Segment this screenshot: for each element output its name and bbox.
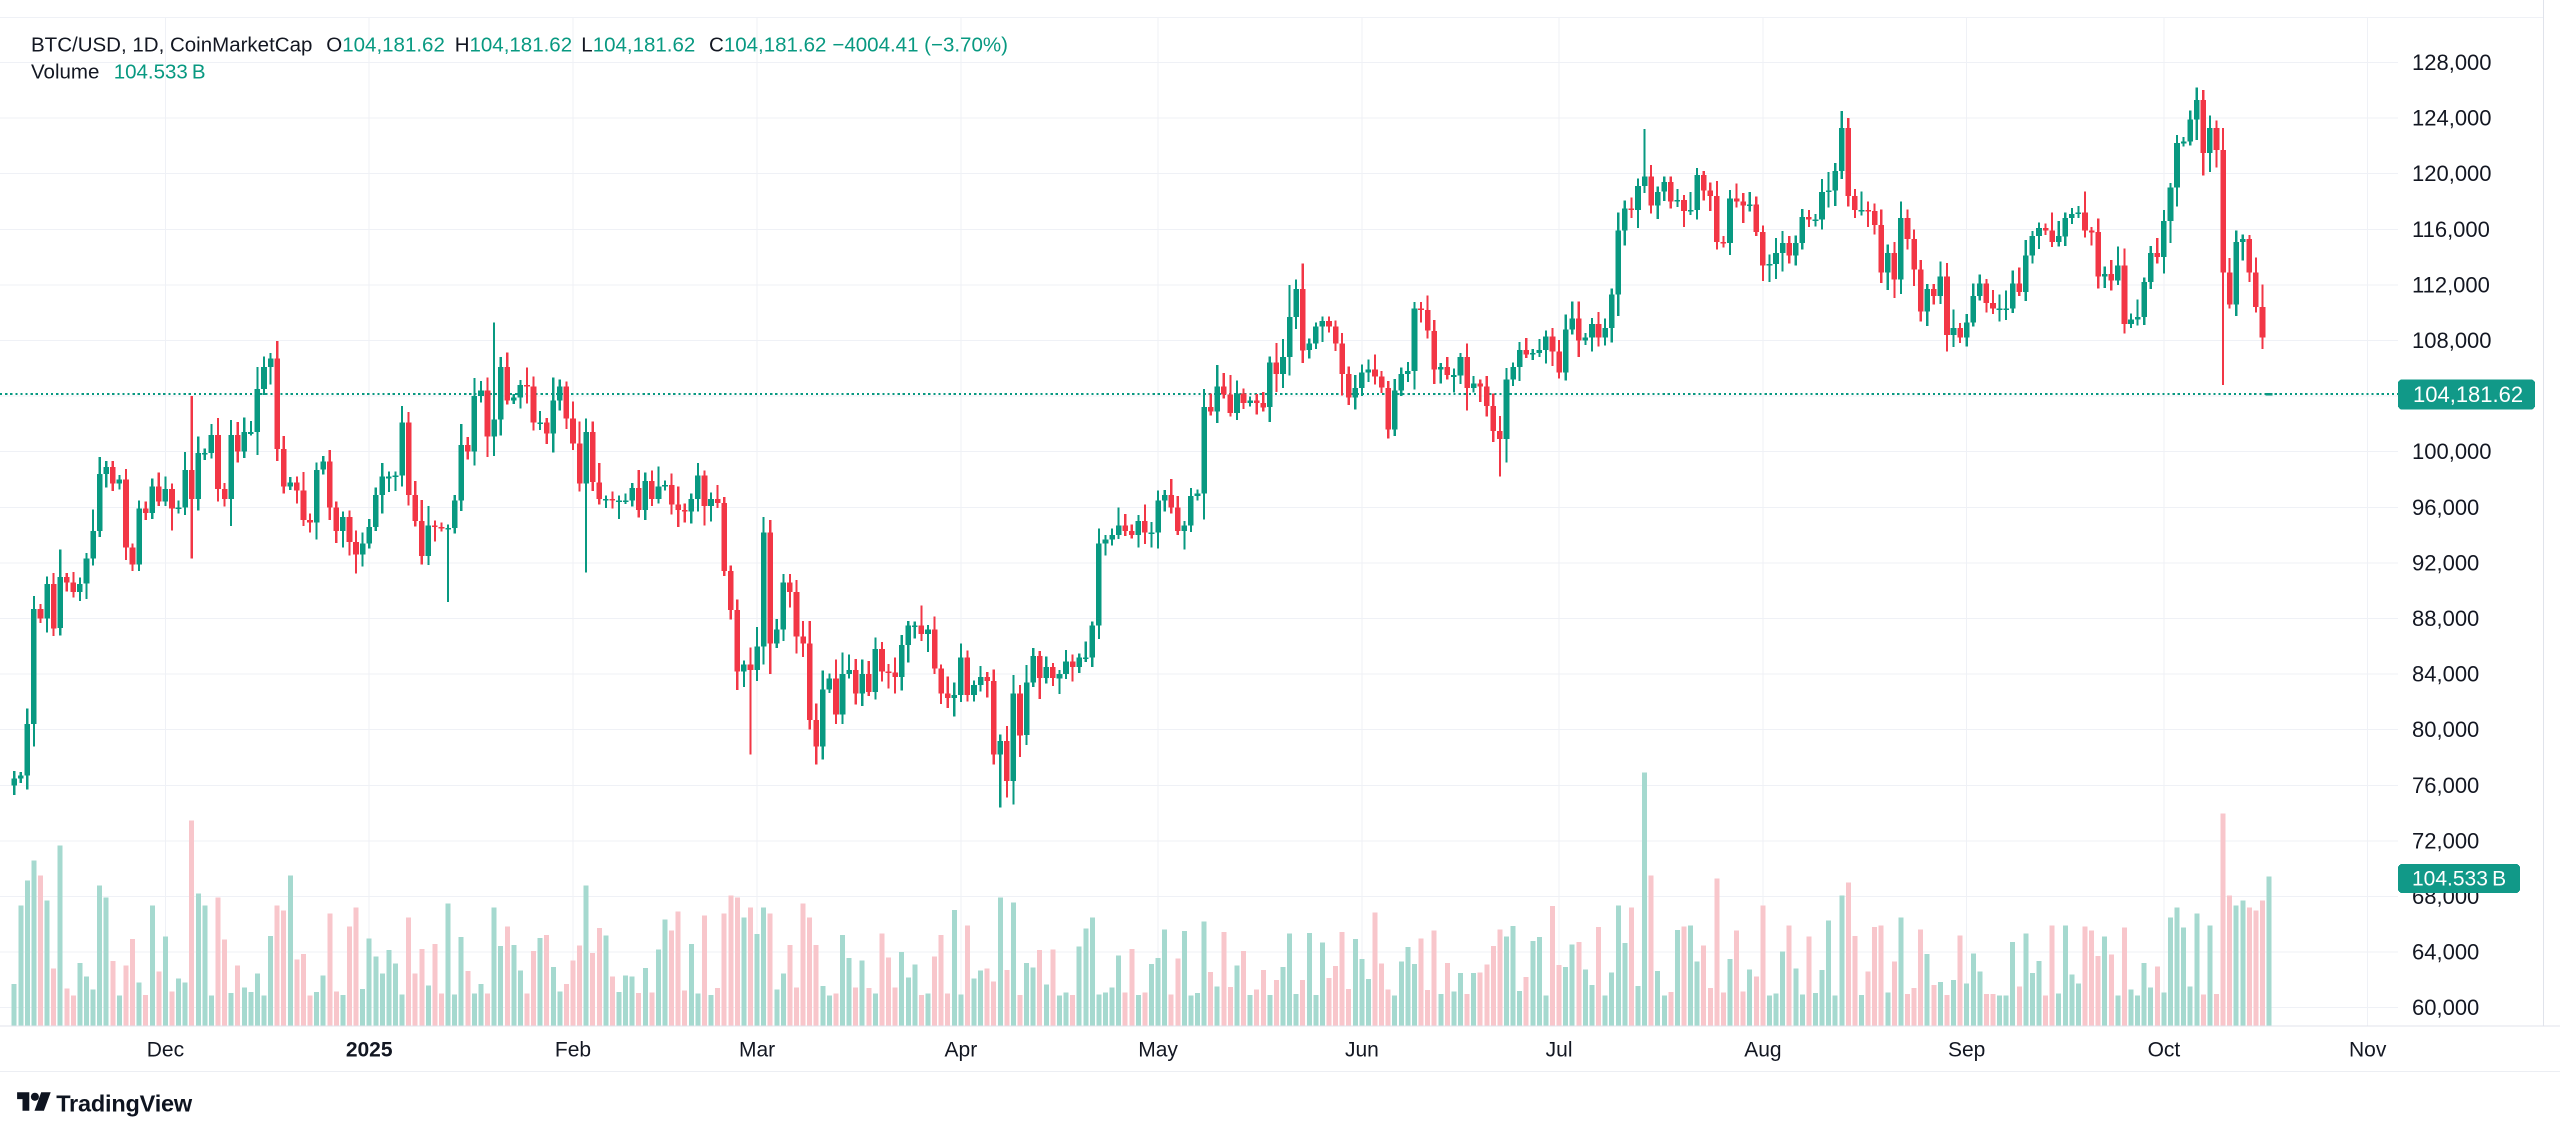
svg-text:TradingView: TradingView	[56, 1090, 193, 1116]
svg-text:120,000: 120,000	[2412, 161, 2492, 186]
svg-text:Aug: Aug	[1744, 1039, 1781, 1062]
svg-text:O104,181.62: O104,181.62	[326, 34, 445, 57]
svg-text:May: May	[1138, 1039, 1178, 1062]
svg-text:Apr: Apr	[945, 1039, 978, 1062]
svg-text:84,000: 84,000	[2412, 662, 2479, 687]
svg-text:Sep: Sep	[1948, 1039, 1985, 1062]
svg-text:L104,181.62: L104,181.62	[581, 34, 695, 57]
svg-text:92,000: 92,000	[2412, 550, 2479, 575]
svg-text:76,000: 76,000	[2412, 773, 2479, 798]
svg-text:100,000: 100,000	[2412, 439, 2492, 464]
svg-text:60,000: 60,000	[2412, 995, 2479, 1020]
svg-text:104,181.62: 104,181.62	[2413, 382, 2523, 407]
svg-text:Feb: Feb	[555, 1039, 591, 1062]
svg-text:104.533 B: 104.533 B	[2412, 868, 2506, 891]
svg-text:104.533 B: 104.533 B	[114, 61, 206, 84]
svg-text:80,000: 80,000	[2412, 717, 2479, 742]
svg-text:Nov: Nov	[2349, 1039, 2387, 1062]
svg-text:Jun: Jun	[1345, 1039, 1379, 1062]
svg-text:−4004.41 (−3.70%): −4004.41 (−3.70%)	[832, 34, 1008, 57]
svg-text:108,000: 108,000	[2412, 328, 2492, 353]
svg-text:96,000: 96,000	[2412, 495, 2479, 520]
svg-text:Jul: Jul	[1546, 1039, 1573, 1062]
svg-text:128,000: 128,000	[2412, 50, 2492, 75]
svg-text:BTC/USD, 1D, CoinMarketCap: BTC/USD, 1D, CoinMarketCap	[31, 34, 312, 57]
svg-text:2025: 2025	[346, 1039, 393, 1062]
svg-text:Mar: Mar	[739, 1039, 775, 1062]
svg-text:116,000: 116,000	[2412, 217, 2490, 242]
svg-text:Dec: Dec	[147, 1039, 184, 1062]
svg-text:Oct: Oct	[2148, 1039, 2181, 1062]
svg-text:Volume: Volume	[31, 61, 99, 84]
svg-text:H104,181.62: H104,181.62	[455, 34, 572, 57]
svg-text:124,000: 124,000	[2412, 106, 2492, 131]
svg-text:64,000: 64,000	[2412, 940, 2479, 965]
svg-text:112,000: 112,000	[2412, 272, 2490, 297]
svg-text:88,000: 88,000	[2412, 606, 2479, 631]
svg-text:72,000: 72,000	[2412, 828, 2479, 853]
svg-text:C104,181.62: C104,181.62	[709, 34, 826, 57]
